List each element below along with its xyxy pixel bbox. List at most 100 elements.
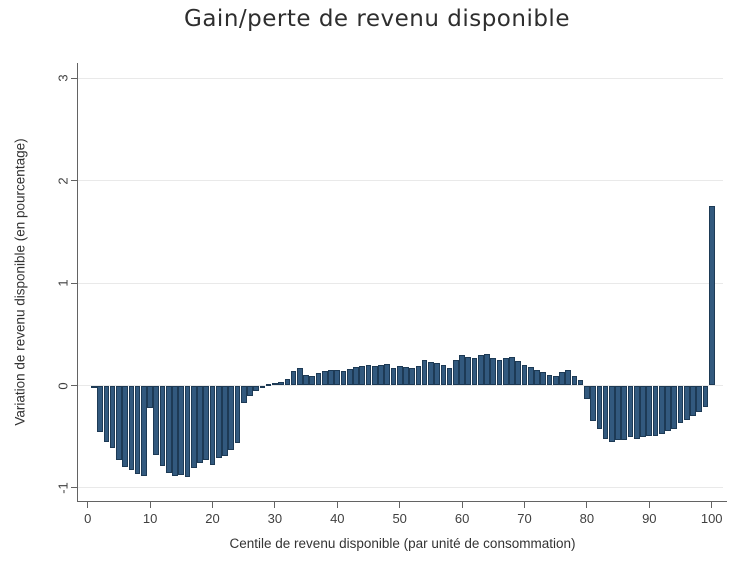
bar-centile-12 <box>159 385 166 467</box>
bar-centile-26 <box>247 385 253 396</box>
x-tick-90 <box>648 502 650 508</box>
bar-centile-62 <box>471 357 478 386</box>
bar-centile-84 <box>609 385 615 442</box>
bar-centile-47 <box>378 365 384 386</box>
x-tick-label-80: 80 <box>579 511 595 526</box>
x-tick-label-10: 10 <box>142 511 158 526</box>
y-tick-label-1: 1 <box>55 279 71 287</box>
x-axis-title: Centile de revenu disponible (par unité … <box>229 536 576 551</box>
gridline-y-0 <box>78 385 723 386</box>
x-tick-label-40: 40 <box>330 511 345 526</box>
bar-centile-89 <box>640 385 646 437</box>
bar-centile-52 <box>409 368 416 386</box>
bar-centile-13 <box>165 385 172 473</box>
x-tick-60 <box>461 502 463 508</box>
y-tick-3 <box>71 77 77 79</box>
x-tick-label-90: 90 <box>642 511 657 526</box>
y-tick-label--1: -1 <box>55 482 71 494</box>
x-tick-20 <box>212 502 213 508</box>
bar-centile-57 <box>440 365 447 386</box>
x-tick-30 <box>274 502 276 508</box>
bar-centile-1 <box>91 385 97 388</box>
bar-centile-71 <box>527 367 534 386</box>
bar-centile-42 <box>346 369 353 386</box>
bar-centile-56 <box>434 362 440 386</box>
bar-centile-50 <box>396 366 403 386</box>
bar-centile-91 <box>652 385 659 436</box>
bar-centile-51 <box>403 367 409 386</box>
bar-centile-97 <box>690 385 696 417</box>
bar-centile-16 <box>184 385 191 477</box>
bar-centile-59 <box>453 359 459 386</box>
bar-centile-39 <box>328 370 334 386</box>
bar-centile-82 <box>596 385 603 429</box>
bar-centile-76 <box>559 372 565 386</box>
bar-centile-81 <box>590 385 596 422</box>
bar-centile-55 <box>428 361 434 386</box>
bar-centile-10 <box>147 385 153 409</box>
x-tick-40 <box>336 502 338 508</box>
bar-centile-28 <box>259 385 266 388</box>
bar-centile-34 <box>297 368 303 386</box>
bar-centile-43 <box>353 367 359 386</box>
bar-centile-35 <box>303 375 309 386</box>
bar-centile-80 <box>584 385 590 399</box>
bar-centile-4 <box>109 385 116 448</box>
bar-centile-77 <box>565 370 572 386</box>
bar-centile-87 <box>627 385 634 437</box>
x-tick-label-70: 70 <box>517 511 532 526</box>
bar-centile-8 <box>134 385 141 474</box>
x-tick-label-50: 50 <box>392 511 407 526</box>
bar-centile-94 <box>671 385 678 429</box>
bar-centile-41 <box>340 371 347 386</box>
x-tick-0 <box>87 502 89 508</box>
bar-centile-32 <box>284 379 291 386</box>
bar-centile-19 <box>203 385 210 461</box>
bar-centile-11 <box>153 385 160 456</box>
x-tick-label-60: 60 <box>454 511 470 526</box>
bar-centile-60 <box>459 354 465 386</box>
bar-centile-99 <box>702 385 709 407</box>
bar-centile-7 <box>128 385 135 471</box>
bar-centile-58 <box>446 368 453 386</box>
bar-centile-98 <box>696 385 703 413</box>
bar-centile-40 <box>334 370 341 386</box>
bar-centile-15 <box>178 385 185 475</box>
y-tick-label-3: 3 <box>55 74 71 82</box>
bar-centile-14 <box>172 385 178 476</box>
bar-centile-36 <box>309 376 316 386</box>
bar-centile-38 <box>321 371 328 386</box>
bar-centile-27 <box>253 385 260 391</box>
bar-centile-33 <box>290 371 297 386</box>
bar-centile-5 <box>116 385 122 461</box>
x-tick-label-100: 100 <box>700 511 723 526</box>
bar-centile-96 <box>683 385 690 421</box>
gridline-y--1 <box>78 487 723 489</box>
y-tick-0 <box>71 385 77 386</box>
bar-centile-95 <box>677 385 684 424</box>
y-tick--1 <box>71 487 77 489</box>
bar-centile-65 <box>490 357 497 386</box>
bar-centile-66 <box>496 359 503 386</box>
bar-centile-24 <box>234 385 241 443</box>
bar-centile-90 <box>646 385 653 436</box>
bar-centile-30 <box>272 383 278 386</box>
bar-centile-61 <box>465 356 472 386</box>
bar-centile-78 <box>571 376 578 386</box>
bar-centile-73 <box>540 372 547 386</box>
gridline-y-3 <box>78 77 723 79</box>
y-tick-1 <box>71 282 77 284</box>
chart-title: Gain/perte de revenu disponible <box>184 6 570 32</box>
bar-centile-100 <box>708 206 715 386</box>
bar-centile-21 <box>215 385 222 459</box>
bar-centile-63 <box>477 354 484 386</box>
bar-centile-6 <box>122 385 128 468</box>
bar-centile-17 <box>190 385 197 469</box>
bar-centile-64 <box>484 353 490 386</box>
x-tick-label-0: 0 <box>84 511 92 526</box>
bar-centile-44 <box>359 366 366 386</box>
y-tick-2 <box>71 180 77 182</box>
bar-centile-20 <box>209 385 216 466</box>
gridline-y-1 <box>78 282 723 284</box>
